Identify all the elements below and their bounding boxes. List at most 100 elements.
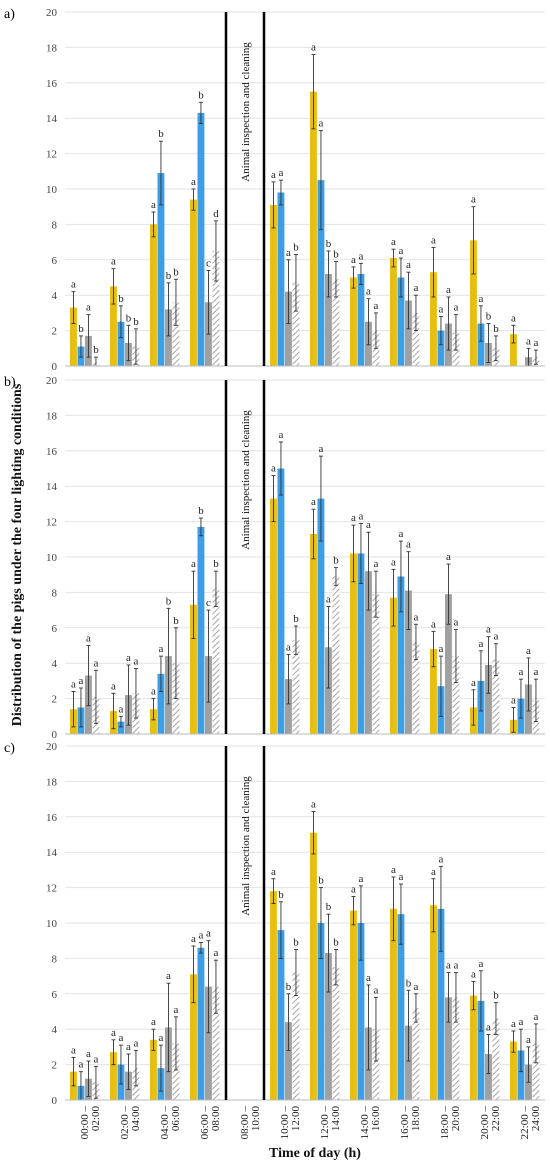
y-axis-title: Distribution of the pigs under the four …: [10, 383, 25, 726]
bar: [270, 205, 277, 366]
bar: [350, 911, 357, 1100]
y-tick-label: 14: [46, 113, 58, 125]
y-tick-label: 8: [52, 953, 58, 965]
significance-letter: a: [471, 677, 476, 689]
significance-letter: a: [526, 335, 531, 347]
significance-letter: b: [493, 323, 499, 335]
significance-letter: a: [71, 279, 76, 291]
y-tick-label: 10: [46, 552, 58, 564]
y-tick-label: 6: [52, 255, 58, 267]
significance-letter: a: [366, 286, 371, 298]
inspection-annotation: Animal inspection and cleaning: [240, 42, 252, 182]
significance-letter: a: [431, 866, 436, 878]
significance-letter: a: [151, 1016, 156, 1028]
significance-letter: a: [134, 656, 139, 668]
significance-letter: b: [278, 889, 284, 901]
y-tick-label: 8: [52, 219, 58, 231]
significance-letter: a: [79, 1059, 84, 1071]
significance-letter: b: [286, 981, 292, 993]
bar: [150, 224, 157, 366]
significance-letter: b: [166, 270, 172, 282]
y-tick-label: 20: [46, 375, 58, 387]
significance-letter: a: [414, 611, 419, 623]
y-tick-label: 6: [52, 989, 58, 1001]
significance-letter: a: [479, 293, 484, 305]
significance-letter: b: [318, 875, 324, 887]
significance-letter: a: [351, 254, 356, 266]
significance-letter: a: [126, 652, 131, 664]
x-tick-label: 14:00 –16:00: [359, 1106, 382, 1140]
significance-letter: a: [431, 618, 436, 630]
y-tick-label: 2: [52, 694, 58, 706]
significance-letter: a: [134, 1037, 139, 1049]
significance-letter: c: [206, 597, 211, 609]
bar: [213, 589, 220, 734]
significance-letter: a: [519, 666, 524, 678]
significance-letter: a: [359, 250, 364, 262]
significance-letter: a: [191, 176, 196, 188]
bar: [390, 258, 397, 366]
significance-letter: a: [494, 631, 499, 643]
significance-letter: a: [446, 551, 451, 563]
x-tick-label: 18:00 –20:00: [439, 1106, 462, 1140]
bar: [198, 113, 205, 366]
significance-letter: a: [311, 41, 316, 53]
significance-letter: a: [406, 539, 411, 551]
significance-letter: a: [174, 1004, 179, 1016]
significance-letter: b: [126, 312, 132, 324]
bar: [430, 905, 437, 1100]
x-tick-label: 16:00 –18:00: [399, 1106, 422, 1140]
significance-letter: b: [118, 293, 124, 305]
significance-letter: a: [366, 519, 371, 531]
significance-letter: a: [111, 680, 116, 692]
x-axis-title: Time of day (h): [269, 1146, 361, 1161]
significance-letter: a: [439, 853, 444, 865]
significance-letter: b: [486, 311, 492, 323]
significance-letter: a: [271, 463, 276, 475]
bar: [310, 534, 317, 734]
significance-letter: a: [191, 558, 196, 570]
panel-label: c): [4, 741, 15, 756]
y-tick-label: 18: [46, 776, 58, 788]
significance-letter: a: [399, 871, 404, 883]
bar: [278, 193, 285, 366]
y-tick-label: 14: [46, 481, 58, 493]
significance-letter: a: [391, 864, 396, 876]
inspection-annotation: Animal inspection and cleaning: [240, 776, 252, 916]
significance-letter: a: [86, 1048, 91, 1060]
y-tick-label: 20: [46, 7, 58, 19]
x-tick-label: 02:00 –04:00: [119, 1106, 142, 1140]
significance-letter: b: [133, 316, 139, 328]
significance-letter: a: [319, 118, 324, 130]
y-tick-label: 4: [52, 1024, 58, 1036]
bar: [278, 469, 285, 735]
significance-letter: a: [439, 643, 444, 655]
significance-letter: a: [534, 337, 539, 349]
significance-letter: a: [374, 984, 379, 996]
significance-letter: b: [326, 901, 332, 913]
y-tick-label: 20: [46, 741, 58, 753]
bar: [270, 891, 277, 1100]
bar: [198, 948, 205, 1100]
y-tick-label: 12: [46, 883, 57, 895]
significance-letter: a: [406, 259, 411, 271]
significance-letter: a: [86, 302, 91, 314]
significance-letter: a: [71, 679, 76, 691]
significance-letter: a: [279, 429, 284, 441]
significance-letter: a: [126, 1041, 131, 1053]
y-tick-label: 18: [46, 410, 58, 422]
significance-letter: a: [471, 194, 476, 206]
significance-letter: a: [71, 1045, 76, 1057]
significance-letter: b: [173, 266, 179, 278]
significance-letter: b: [333, 555, 339, 567]
significance-letter: a: [526, 645, 531, 657]
significance-letter: a: [311, 798, 316, 810]
significance-letter: a: [534, 666, 539, 678]
significance-letter: a: [271, 866, 276, 878]
significance-letter: a: [446, 960, 451, 972]
significance-letter: b: [293, 241, 299, 253]
significance-letter: a: [479, 958, 484, 970]
significance-letter: a: [351, 883, 356, 895]
significance-letter: b: [198, 505, 204, 517]
